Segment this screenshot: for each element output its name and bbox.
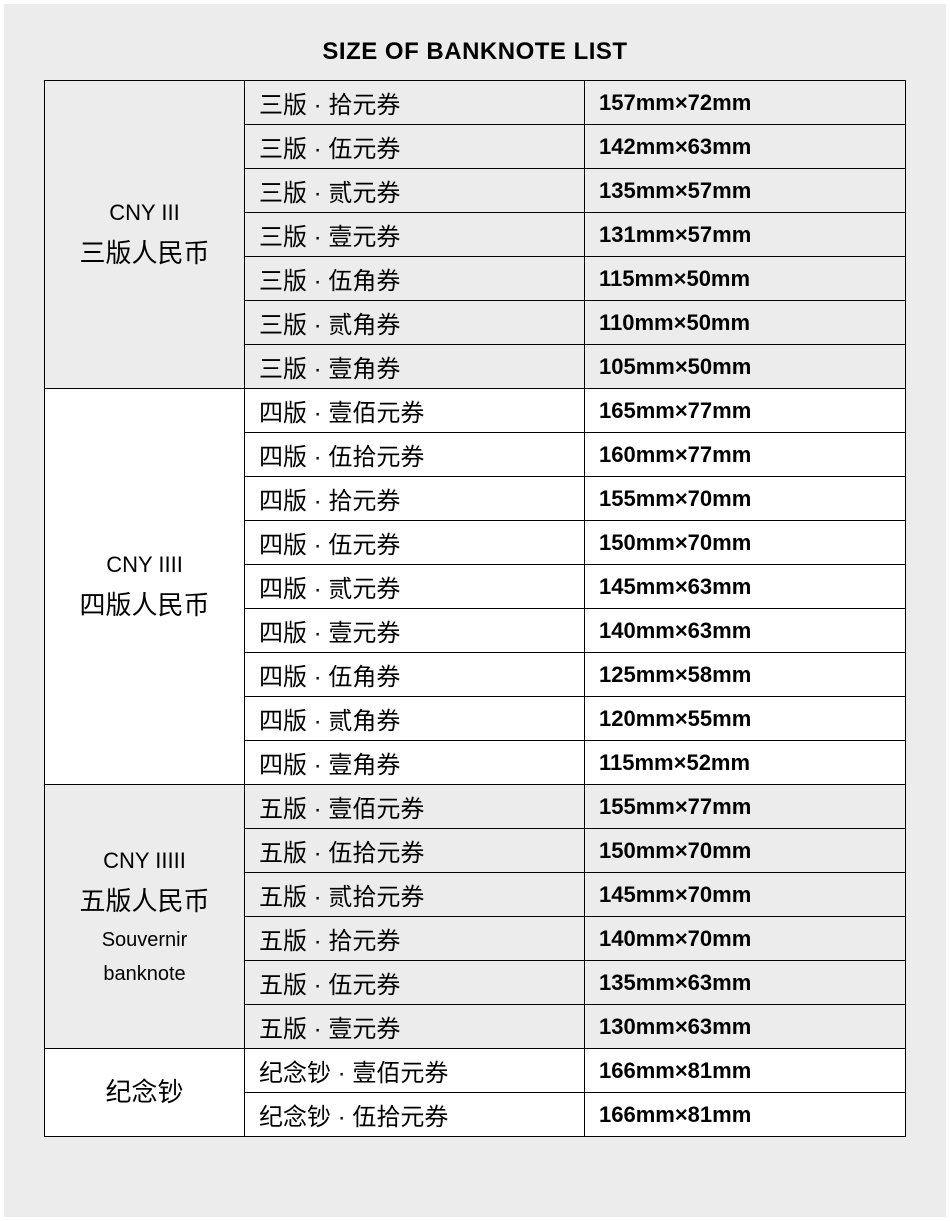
table-row: 纪念钞纪念钞 · 壹佰元券166mm×81mm <box>45 1049 906 1093</box>
banknote-name: 三版 · 壹元券 <box>245 213 585 257</box>
banknote-size: 150mm×70mm <box>585 829 906 873</box>
banknote-size: 105mm×50mm <box>585 345 906 389</box>
table-row: CNY IIII四版人民币四版 · 壹佰元券165mm×77mm <box>45 389 906 433</box>
banknote-name: 四版 · 伍元券 <box>245 521 585 565</box>
banknote-size: 135mm×57mm <box>585 169 906 213</box>
banknote-name: 四版 · 贰角券 <box>245 697 585 741</box>
page-title: SIZE OF BANKNOTE LIST <box>44 34 906 80</box>
banknote-name: 三版 · 贰角券 <box>245 301 585 345</box>
category-label: CNY IIIII <box>51 842 238 879</box>
banknote-size: 155mm×70mm <box>585 477 906 521</box>
banknote-size: 142mm×63mm <box>585 125 906 169</box>
banknote-size: 165mm×77mm <box>585 389 906 433</box>
banknote-name: 五版 · 拾元券 <box>245 917 585 961</box>
banknote-size: 145mm×70mm <box>585 873 906 917</box>
category-label: 纪念钞 <box>51 1070 238 1114</box>
banknote-size: 140mm×70mm <box>585 917 906 961</box>
banknote-name: 五版 · 壹元券 <box>245 1005 585 1049</box>
panel: SIZE OF BANKNOTE LIST CNY III三版人民币三版 · 拾… <box>4 4 946 1217</box>
category-cell: CNY IIII四版人民币 <box>45 389 245 785</box>
banknote-size: 130mm×63mm <box>585 1005 906 1049</box>
banknote-size: 125mm×58mm <box>585 653 906 697</box>
banknote-size: 140mm×63mm <box>585 609 906 653</box>
banknote-size: 120mm×55mm <box>585 697 906 741</box>
category-label: Souvernir <box>51 923 238 957</box>
category-label: 四版人民币 <box>51 583 238 627</box>
banknote-size: 145mm×63mm <box>585 565 906 609</box>
category-label: CNY III <box>51 194 238 231</box>
category-label: 三版人民币 <box>51 231 238 275</box>
banknote-size: 115mm×52mm <box>585 741 906 785</box>
banknote-name: 四版 · 贰元券 <box>245 565 585 609</box>
banknote-name: 五版 · 伍拾元券 <box>245 829 585 873</box>
banknote-name: 四版 · 拾元券 <box>245 477 585 521</box>
banknote-name: 四版 · 伍角券 <box>245 653 585 697</box>
banknote-name: 三版 · 拾元券 <box>245 81 585 125</box>
category-label: banknote <box>51 957 238 991</box>
banknote-size: 157mm×72mm <box>585 81 906 125</box>
table-row: CNY III三版人民币三版 · 拾元券157mm×72mm <box>45 81 906 125</box>
table-row: CNY IIIII五版人民币Souvernirbanknote五版 · 壹佰元券… <box>45 785 906 829</box>
banknote-size-table: CNY III三版人民币三版 · 拾元券157mm×72mm三版 · 伍元券14… <box>44 80 906 1137</box>
category-cell: CNY III三版人民币 <box>45 81 245 389</box>
banknote-name: 四版 · 伍拾元券 <box>245 433 585 477</box>
banknote-size: 135mm×63mm <box>585 961 906 1005</box>
banknote-size: 160mm×77mm <box>585 433 906 477</box>
banknote-name: 纪念钞 · 壹佰元券 <box>245 1049 585 1093</box>
banknote-name: 三版 · 伍角券 <box>245 257 585 301</box>
banknote-size: 166mm×81mm <box>585 1093 906 1137</box>
banknote-size: 131mm×57mm <box>585 213 906 257</box>
banknote-size: 115mm×50mm <box>585 257 906 301</box>
category-label: 五版人民币 <box>51 879 238 923</box>
banknote-name: 纪念钞 · 伍拾元券 <box>245 1093 585 1137</box>
banknote-name: 五版 · 壹佰元券 <box>245 785 585 829</box>
banknote-name: 三版 · 贰元券 <box>245 169 585 213</box>
banknote-size: 110mm×50mm <box>585 301 906 345</box>
banknote-size: 155mm×77mm <box>585 785 906 829</box>
banknote-size: 166mm×81mm <box>585 1049 906 1093</box>
banknote-name: 四版 · 壹佰元券 <box>245 389 585 433</box>
banknote-name: 五版 · 伍元券 <box>245 961 585 1005</box>
category-cell: 纪念钞 <box>45 1049 245 1137</box>
category-cell: CNY IIIII五版人民币Souvernirbanknote <box>45 785 245 1049</box>
banknote-name: 四版 · 壹角券 <box>245 741 585 785</box>
banknote-name: 五版 · 贰拾元券 <box>245 873 585 917</box>
banknote-name: 四版 · 壹元券 <box>245 609 585 653</box>
category-label: CNY IIII <box>51 546 238 583</box>
banknote-name: 三版 · 伍元券 <box>245 125 585 169</box>
banknote-size: 150mm×70mm <box>585 521 906 565</box>
banknote-name: 三版 · 壹角券 <box>245 345 585 389</box>
